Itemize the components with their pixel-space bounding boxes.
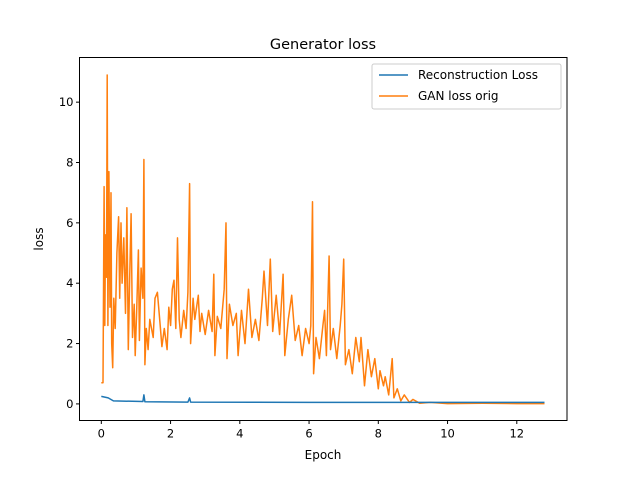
- x-tick-label: 4: [236, 427, 243, 441]
- legend: Reconstruction Loss GAN loss orig: [371, 63, 562, 110]
- x-tick-label: 2: [167, 427, 174, 441]
- y-tick-label: 0: [66, 397, 73, 411]
- x-tick-label: 6: [305, 427, 312, 441]
- x-ticks: 0 2 4 6 8 10 12: [98, 420, 524, 441]
- x-tick-label: 0: [98, 427, 105, 441]
- x-tick-label: 10: [440, 427, 455, 441]
- plot-frame: [79, 57, 568, 421]
- y-axis-label: loss: [32, 227, 46, 250]
- legend-label-gan: GAN loss orig: [418, 89, 499, 103]
- series-layer: [101, 74, 545, 405]
- x-tick-label: 8: [375, 427, 382, 441]
- y-tick-label: 4: [66, 276, 73, 290]
- legend-label-reconstruction: Reconstruction Loss: [418, 68, 538, 82]
- y-tick-label: 8: [66, 156, 73, 170]
- y-tick-label: 10: [59, 95, 74, 109]
- series-line-0: [101, 394, 545, 404]
- y-ticks: 0 2 4 6 8 10: [59, 95, 80, 411]
- y-tick-label: 6: [66, 216, 73, 230]
- x-tick-label: 12: [509, 427, 524, 441]
- y-tick-label: 2: [66, 337, 73, 351]
- chart-title: Generator loss: [270, 37, 376, 53]
- series-line-1: [101, 74, 545, 405]
- legend-box: [371, 63, 562, 110]
- x-axis-label: Epoch: [305, 448, 342, 462]
